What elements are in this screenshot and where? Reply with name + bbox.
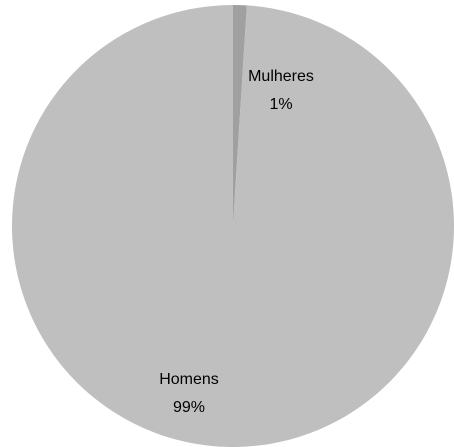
pie-slice: [233, 5, 247, 226]
pie-slice: [12, 5, 454, 447]
slice-value-label: 99%: [173, 399, 205, 416]
slice-value-label: 1%: [269, 96, 292, 113]
slice-label: Mulheres: [248, 68, 314, 85]
slice-label: Homens: [159, 371, 219, 388]
